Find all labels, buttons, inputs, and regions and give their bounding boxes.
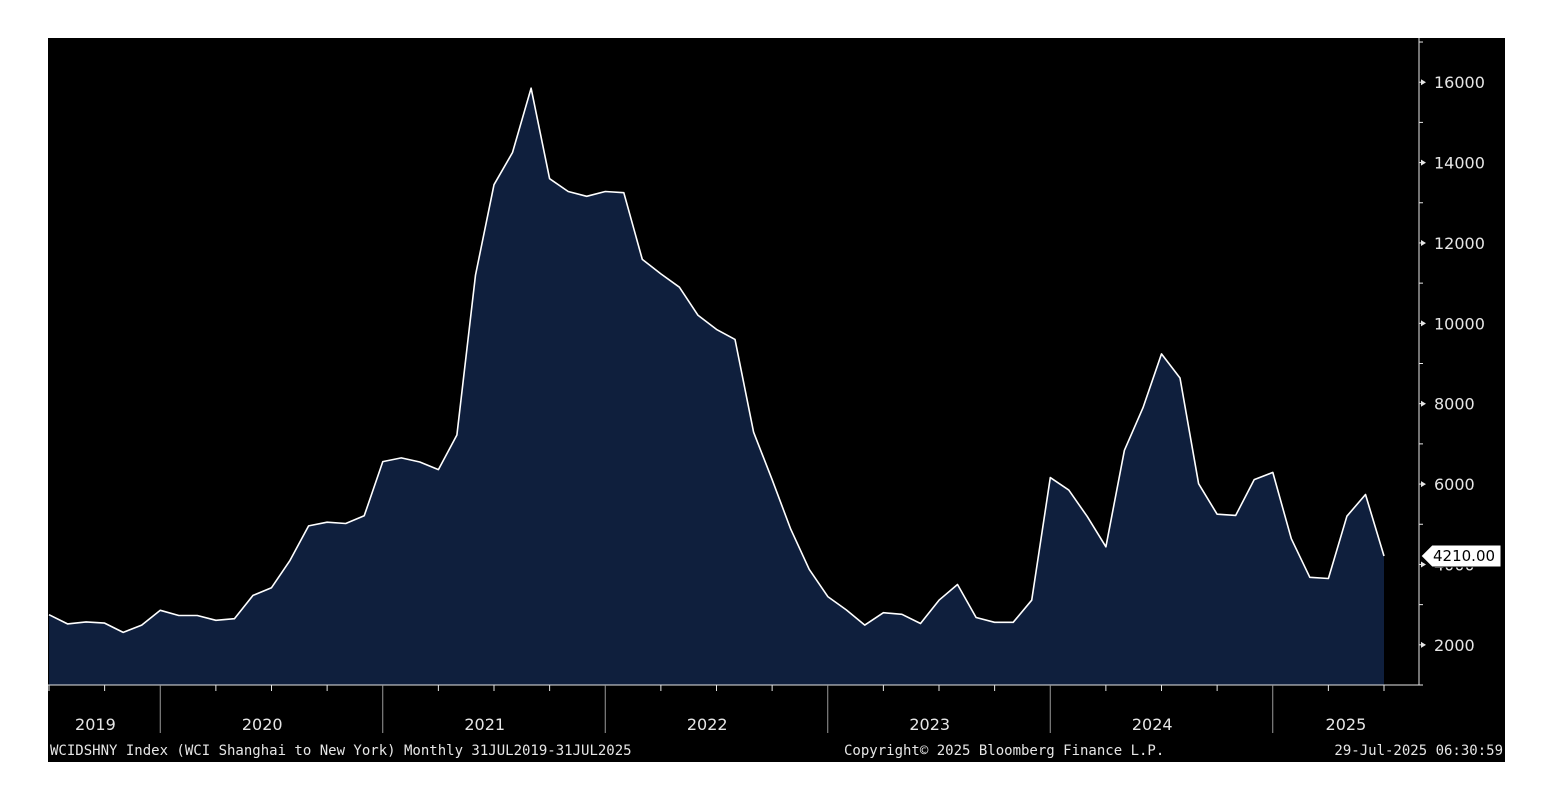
footer-timestamp: 29-Jul-2025 06:30:59 [1334,743,1503,759]
last-value-label: 4210.00 [1433,547,1495,565]
series-line [48,87,1385,634]
y-tick-arrow [1421,641,1426,648]
last-value-box [1420,544,1502,568]
x-tick-label: 2024 [1132,715,1173,734]
x-tick-label: 2025 [1326,715,1367,734]
y-tick-label: 2000 [1434,636,1475,655]
x-axis: 2019 2020 2021 2022 2023 2024 2025 [48,684,1419,734]
area-chart: 200040006000800010000120001400016000 201… [48,38,1503,759]
y-tick-label: 14000 [1434,154,1485,173]
footer-copyright: Copyright© 2025 Bloomberg Finance L.P. [844,743,1164,759]
y-tick-arrow [1421,481,1426,488]
y-tick-arrow [1421,400,1426,407]
last-value-tag: 4210.00 [1420,544,1502,568]
y-tick-arrow [1421,320,1426,327]
chart-panel: 200040006000800010000120001400016000 201… [48,38,1505,762]
footer-series-info: WCIDSHNY Index (WCI Shanghai to New York… [50,743,632,759]
y-tick-label: 6000 [1434,475,1475,494]
y-tick-arrow [1421,159,1426,166]
x-tick-label: 2020 [242,715,283,734]
y-tick-arrow [1421,561,1426,568]
x-tick-label: 2021 [464,715,505,734]
x-tick-label: 2022 [687,715,728,734]
y-tick-label: 8000 [1434,395,1475,414]
plot-area [48,87,1385,685]
y-axis: 200040006000800010000120001400016000 [1418,38,1485,686]
x-tick-label: 2019 [75,715,116,734]
x-tick-label: 2023 [909,715,950,734]
area-fill [49,88,1384,685]
y-tick-label: 16000 [1434,73,1485,92]
y-tick-arrow [1421,239,1426,246]
y-tick-label: 12000 [1434,234,1485,253]
y-tick-label: 10000 [1434,314,1485,333]
y-tick-arrow [1421,79,1426,86]
